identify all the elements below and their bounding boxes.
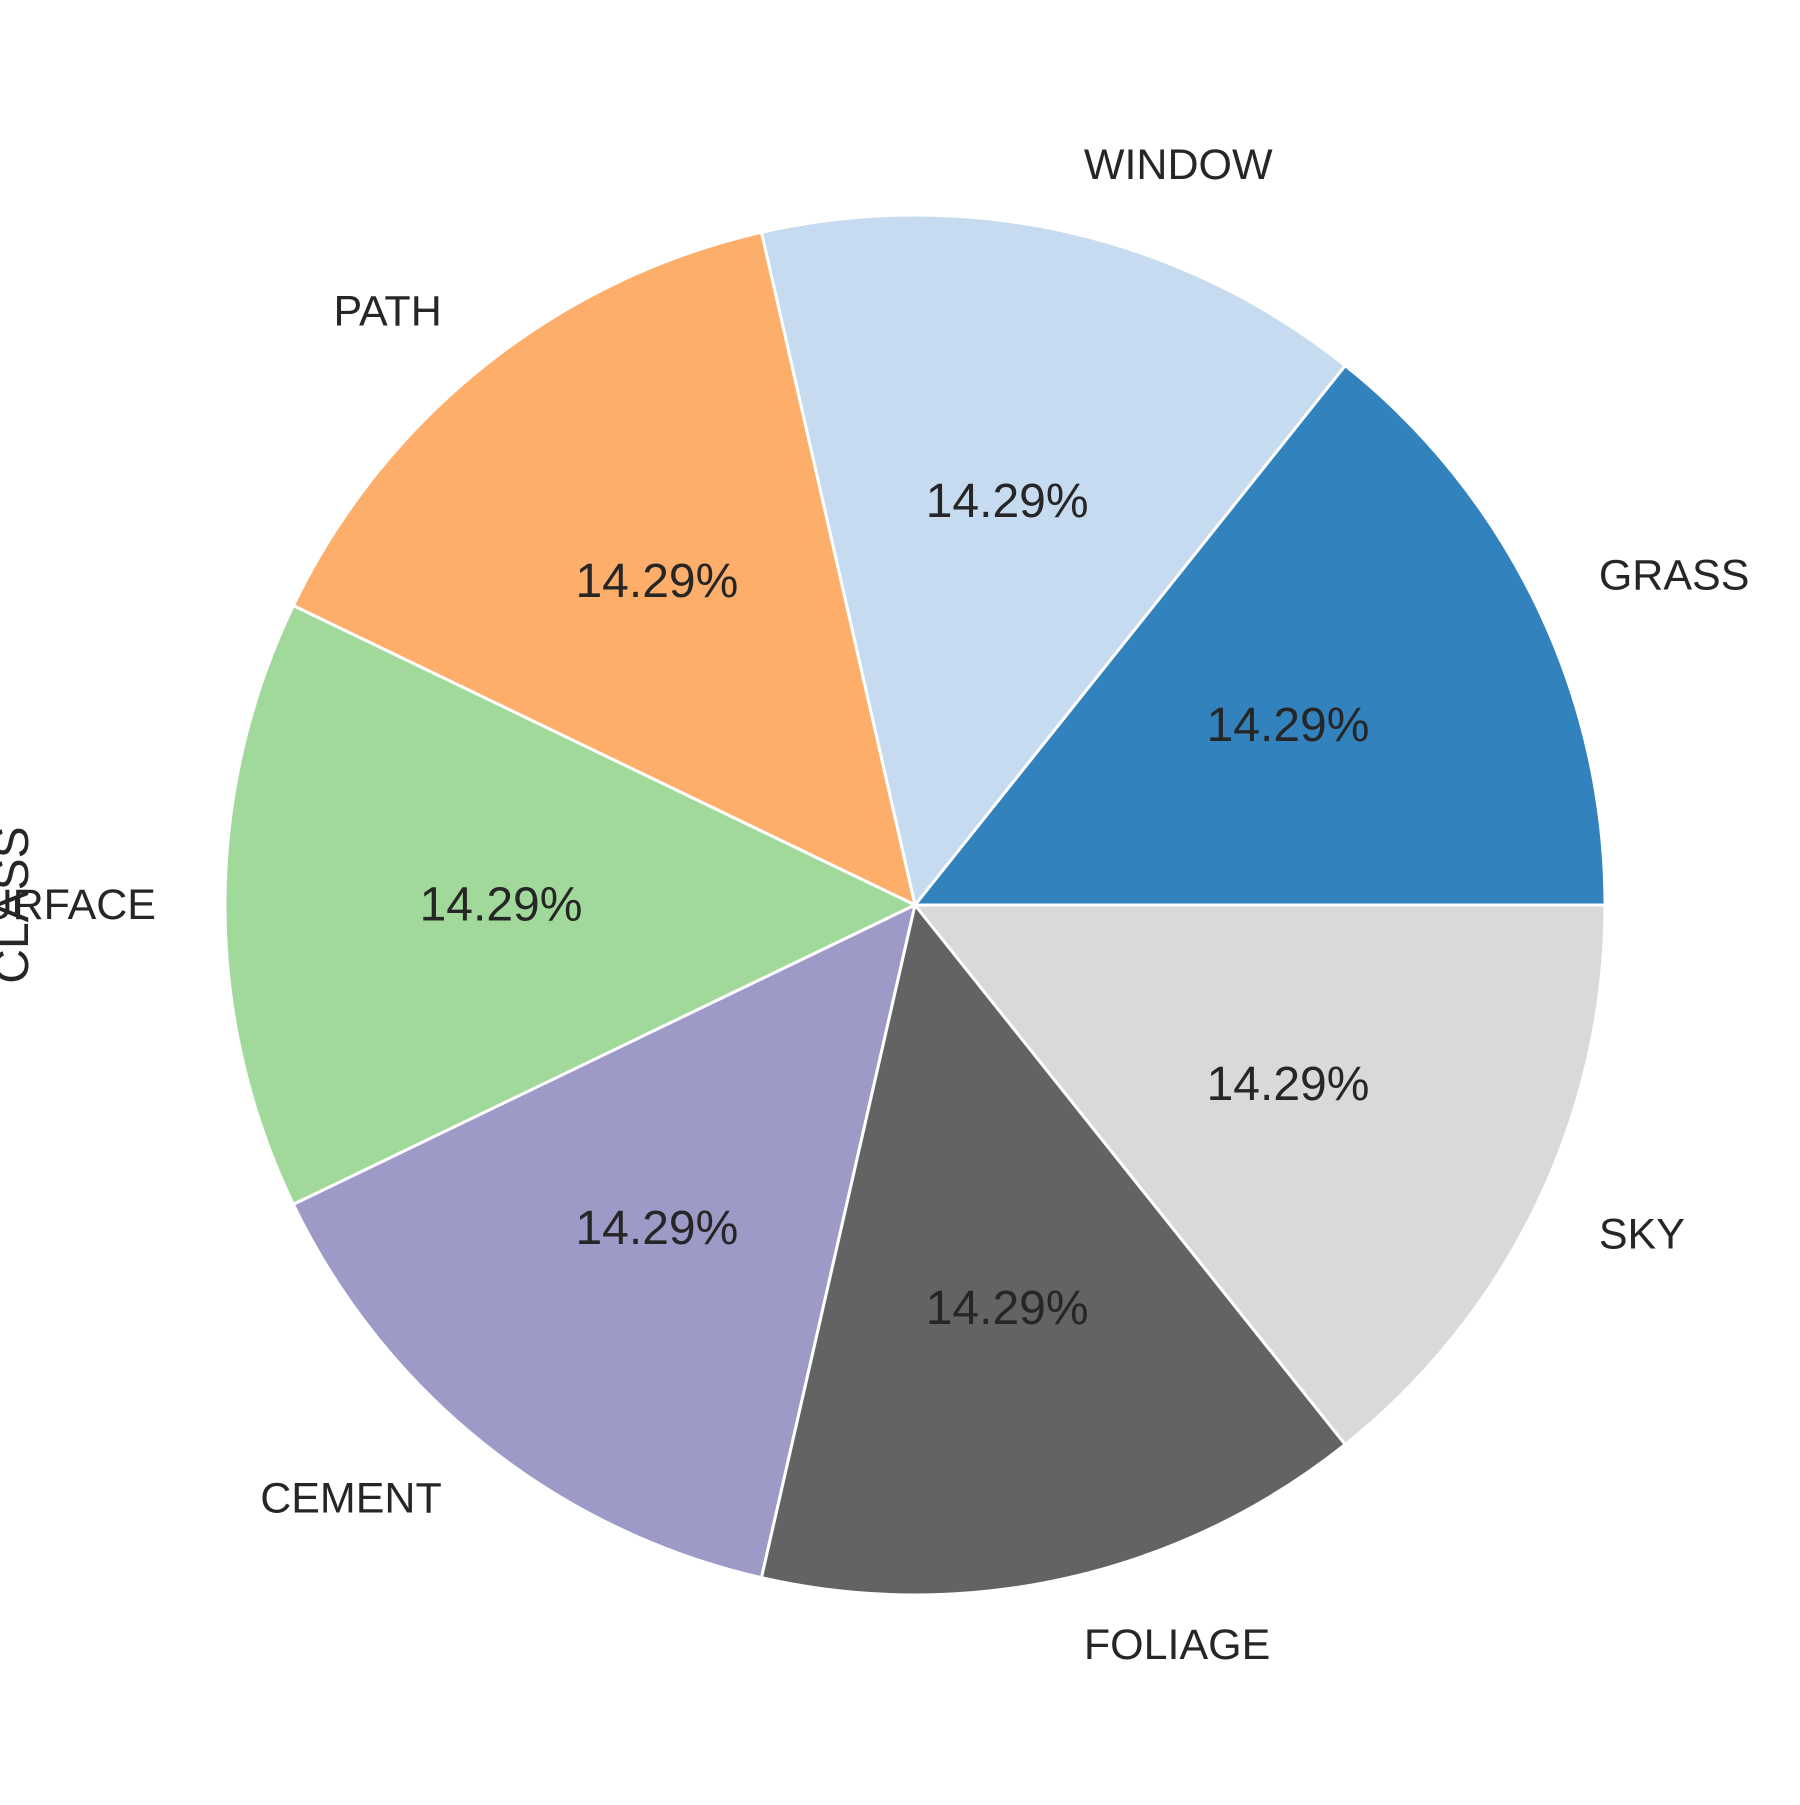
pie-slice-surface — [223, 604, 917, 1206]
pie-slice-window — [759, 213, 1347, 907]
category-label-surface: SURFACE — [0, 881, 156, 929]
percent-label-grass: 14.29% — [1207, 699, 1370, 752]
category-label-cement: CEMENT — [260, 1474, 442, 1522]
category-label-sky: SKY — [1599, 1210, 1685, 1258]
percent-label-sky: 14.29% — [1207, 1058, 1370, 1111]
y-axis-label: CLASS — [0, 826, 39, 983]
category-label-window: WINDOW — [1084, 141, 1273, 189]
pie-slice-cement — [291, 903, 917, 1580]
category-label-grass: GRASS — [1599, 552, 1750, 600]
pie-slice-grass — [913, 364, 1607, 907]
category-label-path: PATH — [333, 288, 441, 336]
pie-labels: GRASS 14.29% WINDOW 14.29% PATH 14.29% SURFACE… — [0, 141, 1749, 1669]
percent-label-path: 14.29% — [575, 555, 738, 608]
percent-label-foliage: 14.29% — [926, 1282, 1089, 1335]
pie-slice-sky — [913, 903, 1607, 1446]
percent-label-window: 14.29% — [926, 475, 1089, 528]
pie-slice-foliage — [759, 903, 1347, 1597]
category-label-foliage: FOLIAGE — [1084, 1621, 1270, 1669]
percent-label-surface: 14.29% — [420, 879, 583, 932]
percent-label-cement: 14.29% — [575, 1202, 738, 1255]
pie-slice-path — [291, 230, 917, 907]
pie-slices — [223, 213, 1607, 1597]
